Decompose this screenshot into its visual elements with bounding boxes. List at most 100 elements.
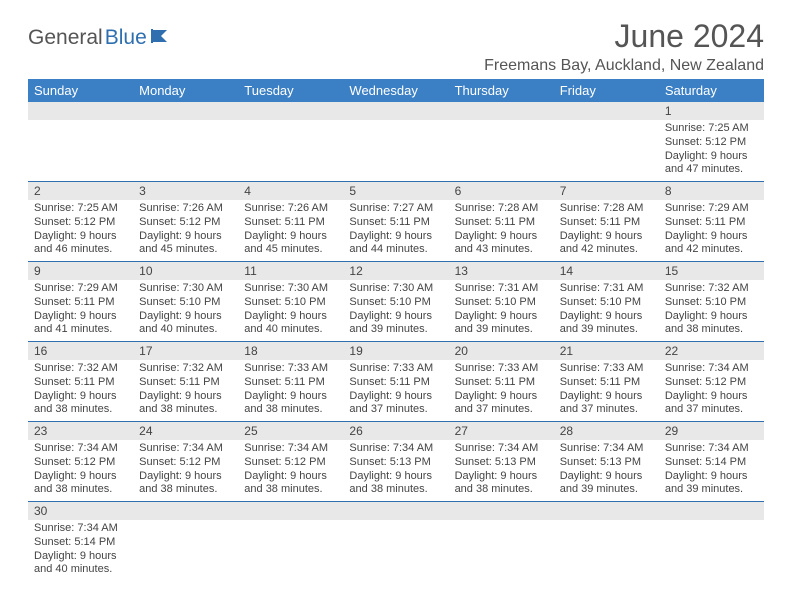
day-details: Sunrise: 7:25 AMSunset: 5:12 PMDaylight:… — [28, 200, 133, 261]
day-details: Sunrise: 7:34 AMSunset: 5:12 PMDaylight:… — [659, 360, 764, 421]
day-cell: 14Sunrise: 7:31 AMSunset: 5:10 PMDayligh… — [554, 262, 659, 342]
day-details: Sunrise: 7:33 AMSunset: 5:11 PMDaylight:… — [238, 360, 343, 421]
day-number — [343, 502, 448, 520]
dow-cell: Friday — [554, 79, 659, 102]
day-number: 19 — [343, 342, 448, 360]
day-cell: 22Sunrise: 7:34 AMSunset: 5:12 PMDayligh… — [659, 342, 764, 422]
day-number — [28, 102, 133, 120]
day-number — [449, 502, 554, 520]
calendar-page: GeneralBlue June 2024 Freemans Bay, Auck… — [0, 0, 792, 581]
dow-cell: Monday — [133, 79, 238, 102]
day-cell: 9Sunrise: 7:29 AMSunset: 5:11 PMDaylight… — [28, 262, 133, 342]
day-number — [659, 502, 764, 520]
day-number: 2 — [28, 182, 133, 200]
day-number: 29 — [659, 422, 764, 440]
empty-cell — [554, 502, 659, 582]
day-number: 4 — [238, 182, 343, 200]
day-details: Sunrise: 7:34 AMSunset: 5:13 PMDaylight:… — [554, 440, 659, 501]
day-cell: 15Sunrise: 7:32 AMSunset: 5:10 PMDayligh… — [659, 262, 764, 342]
day-number: 15 — [659, 262, 764, 280]
week-row: 1Sunrise: 7:25 AMSunset: 5:12 PMDaylight… — [28, 102, 764, 182]
day-number: 13 — [449, 262, 554, 280]
day-details: Sunrise: 7:30 AMSunset: 5:10 PMDaylight:… — [238, 280, 343, 341]
day-number: 7 — [554, 182, 659, 200]
day-details: Sunrise: 7:26 AMSunset: 5:11 PMDaylight:… — [238, 200, 343, 261]
dow-cell: Saturday — [659, 79, 764, 102]
day-details: Sunrise: 7:26 AMSunset: 5:12 PMDaylight:… — [133, 200, 238, 261]
day-number: 3 — [133, 182, 238, 200]
day-details: Sunrise: 7:34 AMSunset: 5:13 PMDaylight:… — [343, 440, 448, 501]
day-number — [133, 102, 238, 120]
day-number: 20 — [449, 342, 554, 360]
day-details: Sunrise: 7:28 AMSunset: 5:11 PMDaylight:… — [554, 200, 659, 261]
dow-cell: Wednesday — [343, 79, 448, 102]
day-number — [449, 102, 554, 120]
header: GeneralBlue June 2024 Freemans Bay, Auck… — [28, 18, 764, 75]
day-details: Sunrise: 7:29 AMSunset: 5:11 PMDaylight:… — [659, 200, 764, 261]
day-number: 11 — [238, 262, 343, 280]
location: Freemans Bay, Auckland, New Zealand — [484, 57, 764, 75]
day-cell: 12Sunrise: 7:30 AMSunset: 5:10 PMDayligh… — [343, 262, 448, 342]
day-details: Sunrise: 7:31 AMSunset: 5:10 PMDaylight:… — [449, 280, 554, 341]
empty-cell — [659, 502, 764, 582]
month-year: June 2024 — [484, 18, 764, 55]
day-details: Sunrise: 7:30 AMSunset: 5:10 PMDaylight:… — [343, 280, 448, 341]
week-row: 2Sunrise: 7:25 AMSunset: 5:12 PMDaylight… — [28, 182, 764, 262]
empty-cell — [133, 102, 238, 182]
calendar-table: SundayMondayTuesdayWednesdayThursdayFrid… — [28, 79, 764, 581]
logo: GeneralBlue — [28, 18, 173, 50]
day-details: Sunrise: 7:31 AMSunset: 5:10 PMDaylight:… — [554, 280, 659, 341]
day-number: 5 — [343, 182, 448, 200]
day-cell: 27Sunrise: 7:34 AMSunset: 5:13 PMDayligh… — [449, 422, 554, 502]
day-number: 9 — [28, 262, 133, 280]
day-cell: 16Sunrise: 7:32 AMSunset: 5:11 PMDayligh… — [28, 342, 133, 422]
empty-cell — [238, 502, 343, 582]
title-block: June 2024 Freemans Bay, Auckland, New Ze… — [484, 18, 764, 75]
day-number — [554, 102, 659, 120]
week-row: 30Sunrise: 7:34 AMSunset: 5:14 PMDayligh… — [28, 502, 764, 582]
day-number: 30 — [28, 502, 133, 520]
day-cell: 20Sunrise: 7:33 AMSunset: 5:11 PMDayligh… — [449, 342, 554, 422]
day-number — [554, 502, 659, 520]
day-details: Sunrise: 7:34 AMSunset: 5:14 PMDaylight:… — [28, 520, 133, 581]
week-row: 9Sunrise: 7:29 AMSunset: 5:11 PMDaylight… — [28, 262, 764, 342]
day-number: 17 — [133, 342, 238, 360]
day-details: Sunrise: 7:34 AMSunset: 5:12 PMDaylight:… — [133, 440, 238, 501]
day-cell: 2Sunrise: 7:25 AMSunset: 5:12 PMDaylight… — [28, 182, 133, 262]
day-details: Sunrise: 7:32 AMSunset: 5:11 PMDaylight:… — [133, 360, 238, 421]
day-cell: 26Sunrise: 7:34 AMSunset: 5:13 PMDayligh… — [343, 422, 448, 502]
day-details: Sunrise: 7:34 AMSunset: 5:13 PMDaylight:… — [449, 440, 554, 501]
day-cell: 30Sunrise: 7:34 AMSunset: 5:14 PMDayligh… — [28, 502, 133, 582]
day-number — [238, 502, 343, 520]
logo-text-general: General — [28, 26, 103, 50]
day-details: Sunrise: 7:32 AMSunset: 5:10 PMDaylight:… — [659, 280, 764, 341]
empty-cell — [554, 102, 659, 182]
day-cell: 29Sunrise: 7:34 AMSunset: 5:14 PMDayligh… — [659, 422, 764, 502]
day-details: Sunrise: 7:33 AMSunset: 5:11 PMDaylight:… — [449, 360, 554, 421]
day-details: Sunrise: 7:33 AMSunset: 5:11 PMDaylight:… — [554, 360, 659, 421]
day-cell: 1Sunrise: 7:25 AMSunset: 5:12 PMDaylight… — [659, 102, 764, 182]
day-details: Sunrise: 7:33 AMSunset: 5:11 PMDaylight:… — [343, 360, 448, 421]
day-cell: 3Sunrise: 7:26 AMSunset: 5:12 PMDaylight… — [133, 182, 238, 262]
day-number: 1 — [659, 102, 764, 120]
day-number: 24 — [133, 422, 238, 440]
day-cell: 6Sunrise: 7:28 AMSunset: 5:11 PMDaylight… — [449, 182, 554, 262]
dow-row: SundayMondayTuesdayWednesdayThursdayFrid… — [28, 79, 764, 102]
empty-cell — [343, 502, 448, 582]
day-number: 25 — [238, 422, 343, 440]
day-number — [343, 102, 448, 120]
flag-icon — [151, 27, 173, 48]
day-cell: 4Sunrise: 7:26 AMSunset: 5:11 PMDaylight… — [238, 182, 343, 262]
day-details: Sunrise: 7:32 AMSunset: 5:11 PMDaylight:… — [28, 360, 133, 421]
day-number: 16 — [28, 342, 133, 360]
day-details: Sunrise: 7:28 AMSunset: 5:11 PMDaylight:… — [449, 200, 554, 261]
day-cell: 5Sunrise: 7:27 AMSunset: 5:11 PMDaylight… — [343, 182, 448, 262]
day-number: 26 — [343, 422, 448, 440]
day-number: 12 — [343, 262, 448, 280]
empty-cell — [238, 102, 343, 182]
day-cell: 18Sunrise: 7:33 AMSunset: 5:11 PMDayligh… — [238, 342, 343, 422]
day-cell: 10Sunrise: 7:30 AMSunset: 5:10 PMDayligh… — [133, 262, 238, 342]
day-number: 6 — [449, 182, 554, 200]
dow-cell: Thursday — [449, 79, 554, 102]
day-number: 28 — [554, 422, 659, 440]
